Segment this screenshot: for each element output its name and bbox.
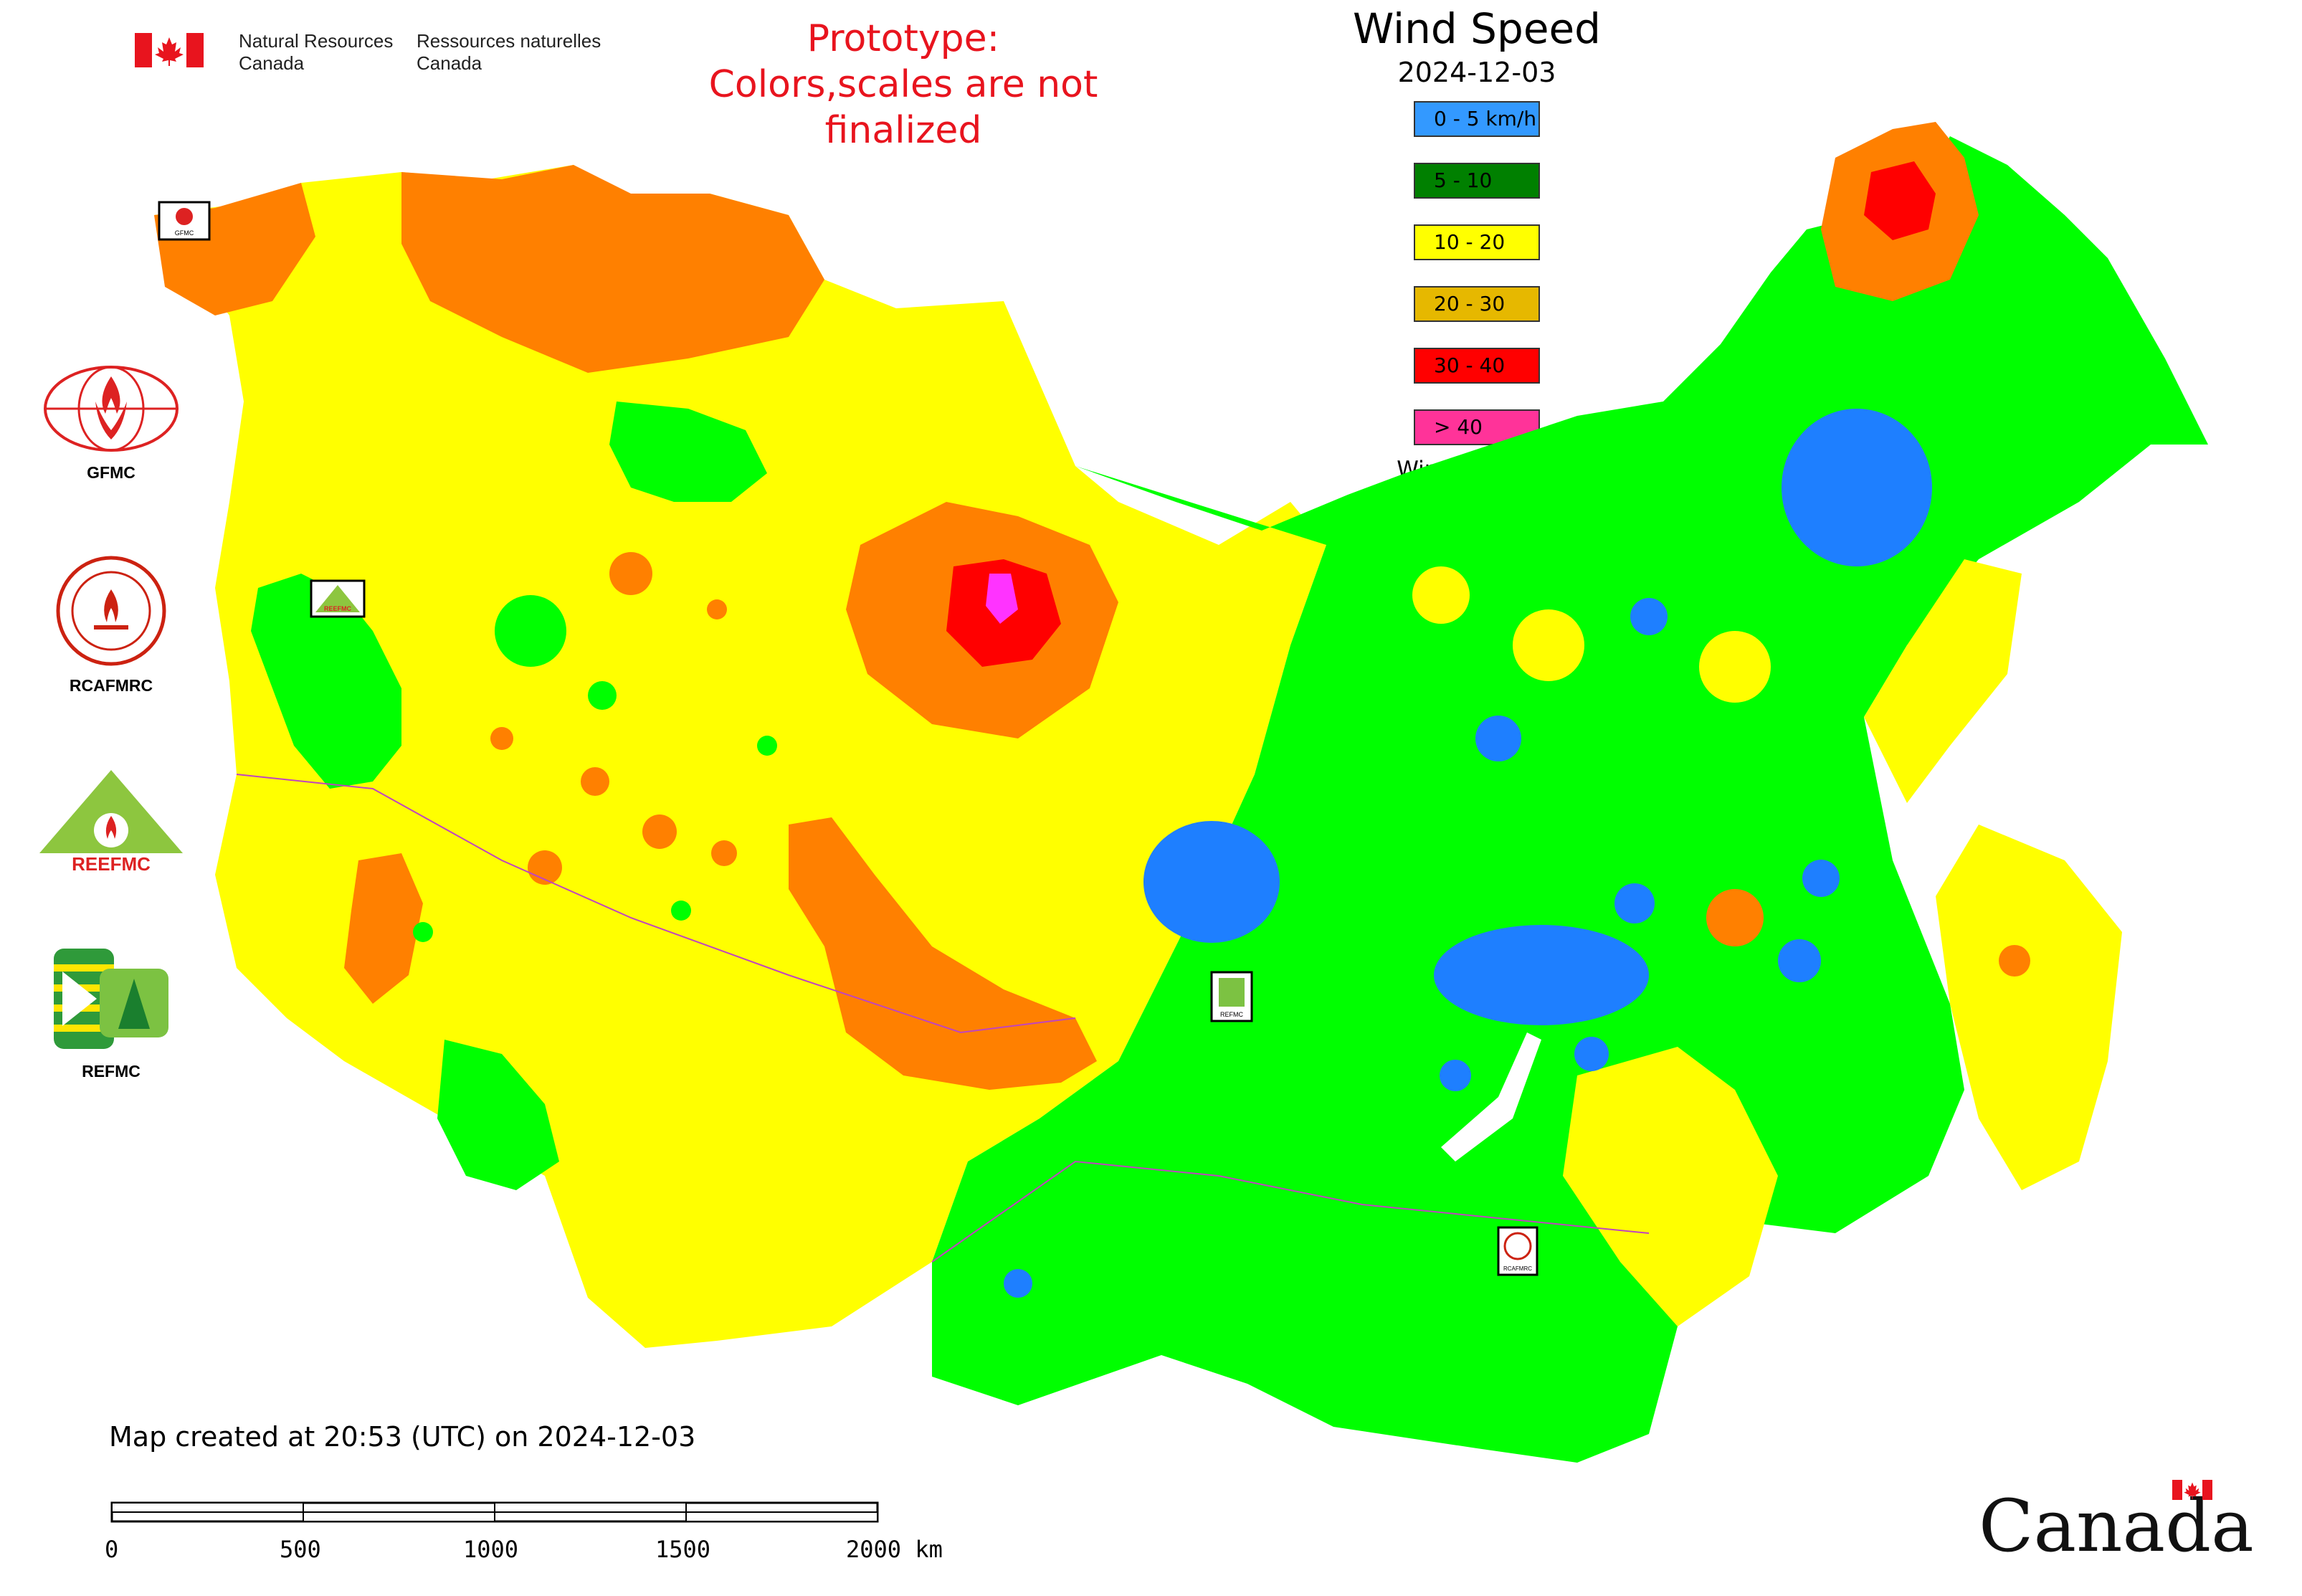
ural-orange-zone <box>344 853 423 1004</box>
scale-bar: 0 500 1000 1500 2000 km <box>100 1498 975 1577</box>
southeast-yellow <box>1563 1047 1778 1326</box>
refmc-caption: REFMC <box>82 1062 141 1080</box>
scale-tick-500: 500 <box>280 1536 321 1563</box>
scale-tick-0: 0 <box>105 1536 119 1563</box>
boundary-lines <box>236 774 1650 1263</box>
legend-item-30-40: 30 - 40 <box>1414 348 1540 384</box>
station-marker-refmc: REFMC <box>1210 971 1253 1022</box>
station-marker-rcafmrc: RCAFMRC <box>1497 1226 1538 1276</box>
scattered-cells <box>413 552 2030 1298</box>
scale-tick-1500: 1500 <box>655 1536 711 1563</box>
reefmc-logo: REEFMC <box>36 767 186 878</box>
legend-item-0-5: 0 - 5 km/h <box>1414 101 1540 137</box>
station-marker-gfmc: GFMC <box>158 201 211 241</box>
notice-line-1: Prototype: <box>807 17 1000 60</box>
legend-item-10-20: 10 - 20 <box>1414 224 1540 260</box>
sakhalin-coast <box>1936 825 2122 1190</box>
northwest-green-pocket <box>609 402 767 502</box>
reefmc-triangle-icon: REEFMC <box>36 770 186 875</box>
gfmc-globe-icon <box>44 366 179 452</box>
gfmc-logo: GFMC <box>36 362 186 483</box>
scale-tick-1000: 1000 <box>463 1536 519 1563</box>
government-header: Natural Resources Canada Ressources natu… <box>135 27 608 77</box>
department-en-line2: Canada <box>239 52 305 74</box>
scale-bar-graphic <box>110 1501 879 1523</box>
department-fr-line1: Ressources naturelles <box>417 30 601 52</box>
notice-line-2: Colors,scales are not finalized <box>708 63 1098 152</box>
chukotka-red <box>1864 161 1936 240</box>
department-fr-line2: Canada <box>417 52 482 74</box>
svg-text:REEFMC: REEFMC <box>324 605 352 612</box>
far-east-coast <box>1864 559 2022 803</box>
station-marker-reefmc: REEFMC <box>310 579 366 618</box>
department-en-line1: Natural Resources <box>239 30 394 52</box>
legend-item-5-10: 5 - 10 <box>1414 163 1540 199</box>
legend-item-over-40: > 40 <box>1414 409 1540 445</box>
legend-item-20-30: 20 - 30 <box>1414 286 1540 322</box>
refmc-logo: REFMC <box>36 943 186 1081</box>
canada-wordmark: Canada <box>1979 1480 2254 1568</box>
north-orange-zone <box>401 165 824 373</box>
lake-baikal <box>1441 1032 1541 1162</box>
svg-text:REFMC: REFMC <box>1220 1011 1243 1018</box>
legend-date: 2024-12-03 <box>1397 57 1556 88</box>
canada-wordmark-text: Canada <box>1979 1484 2254 1568</box>
canada-flag-icon <box>135 33 204 67</box>
svg-text:REEFMC: REEFMC <box>72 853 151 875</box>
department-name-fr: Ressources naturelles Canada <box>417 30 601 75</box>
rcafmrc-logo: RCAFMRC <box>36 554 186 695</box>
rcafmrc-caption: RCAFMRC <box>69 676 153 695</box>
svg-text:GFMC: GFMC <box>175 229 194 237</box>
department-name-en: Natural Resources Canada <box>239 30 393 75</box>
refmc-sigma-icon <box>54 949 168 1049</box>
calm-zone-yakutia <box>1782 409 1932 566</box>
rcafmrc-seal-icon <box>56 556 166 666</box>
prototype-notice: Prototype: Colors,scales are not finaliz… <box>645 16 1161 153</box>
central-orange-zone <box>789 817 1097 1090</box>
calm-zone-central-siberia <box>1434 925 1649 1025</box>
scale-tick-2000: 2000 km <box>846 1536 943 1563</box>
caspian-green-pocket <box>437 1040 559 1190</box>
calm-zone-west-siberia <box>1143 821 1280 943</box>
west-green-pocket <box>251 574 401 789</box>
gfmc-caption: GFMC <box>87 463 135 482</box>
legend-title: Wind Speed <box>1352 4 1602 53</box>
map-created-timestamp: Map created at 20:53 (UTC) on 2024-12-03 <box>109 1421 696 1453</box>
wordmark-flag-icon <box>2172 1480 2212 1500</box>
svg-text:RCAFMRC: RCAFMRC <box>1503 1265 1532 1272</box>
yamal-magenta-zone <box>986 574 1018 624</box>
